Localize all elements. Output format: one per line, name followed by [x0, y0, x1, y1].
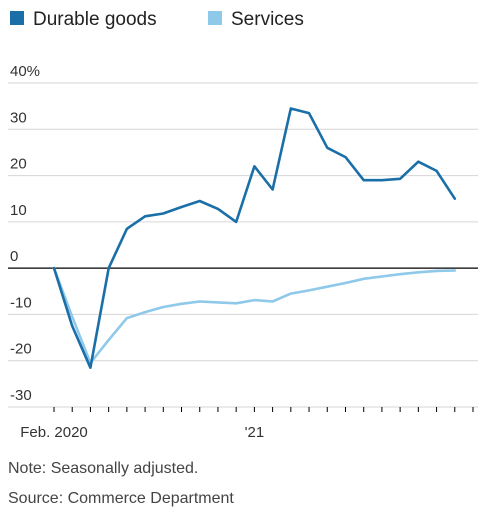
y-tick-label: 20: [10, 156, 27, 173]
legend-label-services: Services: [231, 9, 304, 30]
x-tick-label: Feb. 2020: [20, 424, 88, 441]
y-tick-label: 40%: [10, 63, 40, 80]
x-tick-label: '21: [245, 424, 265, 441]
series-line-services: [52, 266, 457, 365]
y-tick-label: -20: [10, 341, 32, 358]
series-line-durable-goods: [52, 107, 457, 370]
y-tick-label: 30: [10, 109, 27, 126]
gridlines: [8, 82, 478, 408]
legend: Durable goods Services: [10, 9, 304, 30]
y-axis: 40% 30 20 10 0 -10 -20 -30: [10, 63, 40, 404]
series-lines: [52, 107, 457, 370]
note-text: Note: Seasonally adjusted.: [8, 460, 199, 477]
y-tick-label: -30: [10, 387, 32, 404]
legend-swatch-services: [208, 11, 222, 25]
line-chart: Durable goods Services 40% 30 20 10 0 -10 -20 -3…: [8, 9, 478, 441]
y-tick-label: 10: [10, 202, 27, 219]
y-tick-label: 0: [10, 248, 18, 265]
source-text: Source: Commerce Department: [8, 490, 234, 507]
legend-swatch-durable-goods: [10, 11, 24, 25]
y-tick-label: -10: [10, 294, 32, 311]
legend-label-durable-goods: Durable goods: [33, 9, 157, 30]
x-axis: Feb. 2020 '21: [20, 407, 474, 441]
